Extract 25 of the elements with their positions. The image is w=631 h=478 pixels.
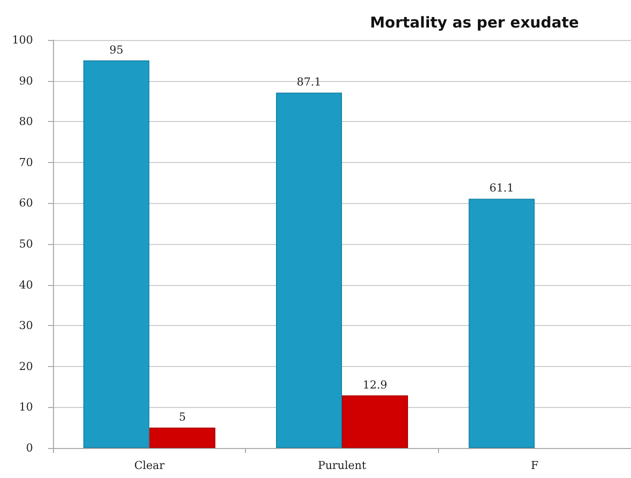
x-tick-label: Clear: [134, 459, 166, 472]
y-tick-label: 70: [19, 156, 33, 169]
bar: [468, 198, 535, 448]
x-tick-label: Purulent: [318, 459, 367, 472]
y-tick-label: 0: [26, 442, 33, 454]
chart-title: Mortality as per exudate: [370, 14, 579, 32]
data-label: 5: [178, 410, 186, 424]
y-tick-label: 100: [12, 34, 33, 46]
y-tick-label: 50: [19, 238, 33, 250]
y-tick-label: 30: [19, 319, 33, 332]
data-label: 95: [109, 43, 124, 56]
data-label: 61.1: [489, 182, 514, 195]
y-tick-label: 60: [19, 196, 33, 210]
bar: [83, 60, 150, 448]
data-label: 12.9: [362, 378, 388, 392]
y-tick-label: 90: [19, 74, 33, 88]
y-tick-label: 40: [19, 278, 33, 292]
bar: [149, 428, 216, 448]
y-tick-label: 10: [19, 400, 33, 414]
bar: [342, 395, 408, 448]
y-tick-label: 20: [19, 360, 33, 373]
x-tick-label: F: [530, 459, 539, 472]
bar: [276, 92, 342, 448]
y-tick-label: 80: [19, 115, 33, 128]
data-label: 87.1: [296, 76, 322, 89]
